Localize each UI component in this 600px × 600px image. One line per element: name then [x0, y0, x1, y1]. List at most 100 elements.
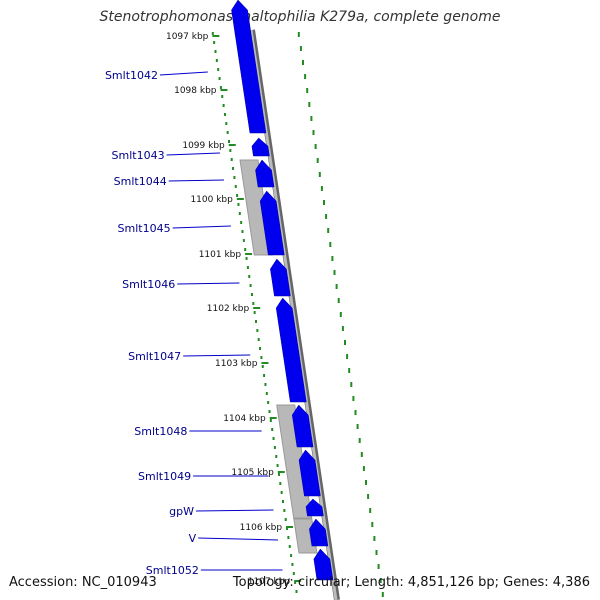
gc-content-mark — [237, 203, 240, 206]
forward-gene-arrow — [305, 498, 324, 517]
gc-content-mark — [228, 140, 230, 143]
gc-content-mark — [244, 248, 247, 251]
genome-summary: Topology: circular; Length: 4,851,126 bp… — [232, 575, 590, 590]
gc-content-mark — [318, 172, 321, 177]
gc-track — [211, 32, 384, 597]
gc-content-mark — [346, 354, 349, 359]
gc-content-mark — [218, 77, 221, 80]
ruler-tick-label: 1097 kbp — [166, 32, 209, 42]
gc-content-mark — [294, 581, 297, 584]
gc-content-mark — [299, 46, 302, 51]
forward-gene-arrow — [309, 518, 329, 547]
gc-content-mark — [314, 144, 317, 149]
gc-content-mark — [297, 32, 300, 37]
gc-content-mark — [329, 242, 332, 247]
forward-gene-arrow — [231, 0, 267, 134]
gc-content-mark — [264, 383, 267, 386]
gc-content-mark — [360, 452, 363, 457]
gc-content-mark — [308, 102, 311, 107]
gc-content-mark — [375, 550, 378, 555]
gc-content-mark — [253, 311, 256, 314]
gc-content-mark — [323, 200, 325, 205]
gene-label: Smlt1045 — [118, 222, 171, 235]
gc-content-mark — [246, 266, 249, 269]
gc-content-mark — [245, 257, 248, 260]
gc-content-mark — [365, 480, 367, 485]
forward-gene-arrow — [270, 258, 291, 297]
gc-content-mark — [362, 466, 365, 471]
ruler-tick-label: 1103 kbp — [215, 359, 258, 369]
gc-content-mark — [333, 270, 336, 275]
gc-content-mark — [371, 522, 374, 527]
gc-content-mark — [229, 149, 232, 152]
gc-content-mark — [219, 86, 222, 89]
gc-content-mark — [256, 329, 259, 332]
gc-content-mark — [287, 536, 290, 539]
gc-content-mark — [320, 186, 323, 191]
gc-content-mark — [377, 564, 380, 569]
gc-content-mark — [271, 428, 274, 431]
gc-content-mark — [273, 446, 276, 449]
gc-content-mark — [211, 32, 214, 35]
gc-content-mark — [241, 230, 244, 233]
gc-content-mark — [381, 592, 384, 597]
gene-label: Smlt1042 — [105, 69, 158, 82]
map-title: Stenotrophomonas maltophilia K279a, comp… — [99, 9, 501, 25]
gene-label: Smlt1052 — [146, 564, 199, 577]
gc-content-mark — [272, 437, 275, 440]
gc-content-mark — [339, 312, 342, 317]
forward-gene-arrow — [313, 548, 334, 581]
gc-content-mark — [265, 392, 268, 395]
gc-content-mark — [306, 88, 309, 93]
gc-content-mark — [344, 340, 346, 345]
ruler-tick-label: 1099 kbp — [182, 141, 225, 151]
gc-content-mark — [240, 221, 243, 224]
label-leader-line — [177, 282, 240, 285]
gc-content-mark — [221, 95, 224, 98]
gc-content-mark — [367, 494, 370, 499]
gc-content-mark — [282, 500, 284, 503]
gc-content-mark — [337, 298, 340, 303]
gc-content-mark — [267, 401, 270, 404]
gc-content-mark — [263, 374, 266, 377]
gc-content-mark — [260, 356, 263, 359]
gc-content-mark — [233, 176, 236, 179]
gc-content-mark — [230, 158, 233, 161]
gc-content-mark — [352, 396, 355, 401]
label-leader-line — [159, 71, 208, 76]
ruler-ticks: 1097 kbp 1098 kbp 1099 kbp 1100 kbp 1101 kbp… — [166, 32, 302, 587]
gc-content-mark — [234, 185, 237, 188]
gc-content-mark — [277, 473, 280, 476]
gc-content-mark — [373, 536, 376, 541]
gc-content-mark — [222, 104, 225, 107]
gc-content-mark — [341, 326, 344, 331]
gc-content-mark — [310, 116, 313, 121]
gene-label: Smlt1047 — [128, 350, 181, 363]
gc-content-mark — [348, 368, 351, 373]
gc-content-mark — [269, 419, 272, 422]
gc-content-mark — [358, 438, 361, 443]
gc-content-mark — [279, 482, 282, 485]
gc-content-mark — [259, 347, 262, 350]
gene-label: Smlt1046 — [122, 278, 175, 291]
gc-content-mark — [242, 239, 245, 242]
gc-content-mark — [275, 455, 278, 458]
gc-content-mark — [250, 293, 253, 296]
ruler-tick-label: 1106 kbp — [240, 523, 283, 533]
gc-content-mark — [327, 228, 330, 233]
ruler-tick-label: 1098 kbp — [174, 86, 217, 96]
gc-content-mark — [335, 284, 338, 289]
ruler-tick-label: 1102 kbp — [207, 304, 250, 314]
gc-content-mark — [284, 518, 287, 521]
gc-content-mark — [249, 284, 252, 287]
ruler-tick-label: 1105 kbp — [231, 468, 274, 478]
gc-content-mark — [302, 60, 304, 65]
gc-content-mark — [261, 365, 264, 368]
gc-content-mark — [226, 131, 229, 134]
ruler-tick-label: 1104 kbp — [223, 414, 266, 424]
gene-label: Smlt1044 — [114, 175, 167, 188]
gene-label: gpW — [169, 505, 194, 518]
label-leader-line — [183, 354, 251, 357]
gene-labels: Smlt1042 Smlt1043 Smlt1044 Smlt1045 Smlt1046… — [105, 69, 283, 577]
